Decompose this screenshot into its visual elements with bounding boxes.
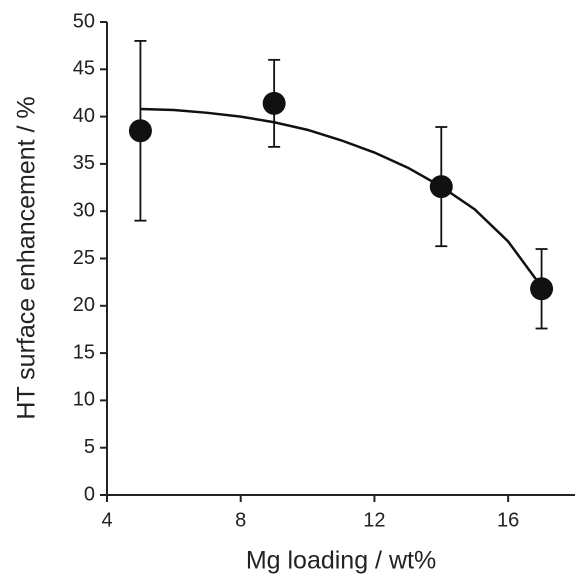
y-tick-label: 30 — [73, 199, 95, 221]
x-tick-label: 4 — [101, 509, 112, 531]
x-tick-label: 8 — [235, 509, 246, 531]
point — [128, 119, 152, 143]
y-tick-label: 50 — [73, 10, 95, 32]
x-tick-label: 12 — [363, 509, 385, 531]
x-axis-label: Mg loading / wt% — [246, 547, 436, 575]
y-tick-label: 45 — [73, 58, 95, 80]
y-tick-label: 25 — [73, 247, 95, 269]
y-tick-label: 40 — [73, 105, 95, 127]
y-tick-label: 35 — [73, 152, 95, 174]
y-tick-label: 10 — [73, 389, 95, 411]
point — [262, 91, 286, 115]
y-tick-label: 15 — [73, 341, 95, 363]
fit-curve — [140, 107, 543, 288]
point — [429, 175, 453, 199]
y-tick-label: 20 — [73, 294, 95, 316]
y-axis-label: HT surface enhancement / % — [13, 96, 41, 419]
y-tick-label: 5 — [84, 436, 95, 458]
x-tick-label: 16 — [497, 509, 519, 531]
y-tick-label: 0 — [84, 483, 95, 505]
point — [530, 277, 554, 301]
